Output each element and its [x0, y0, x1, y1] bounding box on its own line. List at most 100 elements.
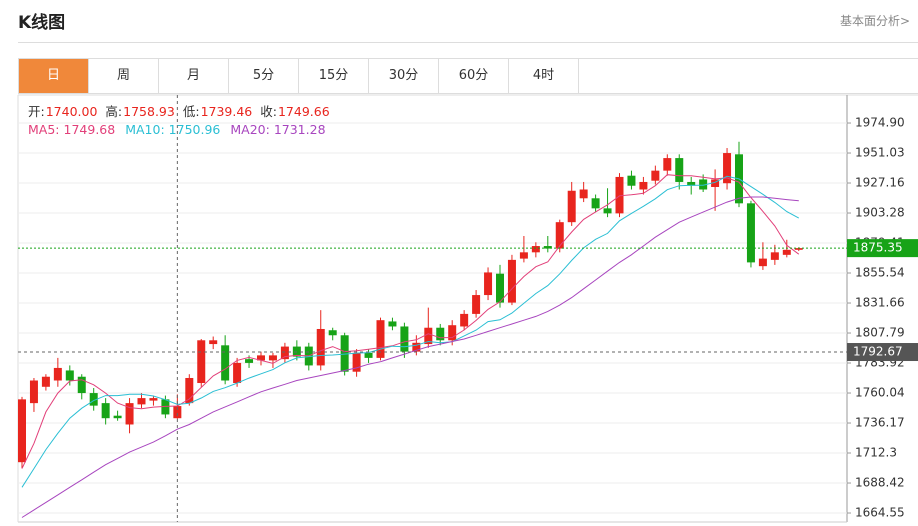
y-tick-label: 1951.03 [855, 146, 905, 160]
candle-body [65, 370, 74, 381]
candle-body [340, 335, 349, 372]
y-tick-label: 1712.3 [855, 446, 897, 460]
candle-body [113, 415, 122, 419]
candle-body [209, 340, 218, 345]
title: K线图 [18, 13, 66, 33]
candle-body [125, 403, 134, 425]
y-tick-label: 1831.66 [855, 296, 905, 310]
candle-body [137, 398, 146, 405]
crosshair-box [847, 343, 918, 362]
candle-body [448, 325, 457, 341]
candle-body [472, 295, 481, 314]
period-tab[interactable]: 60分 [439, 59, 509, 93]
candle-body [782, 249, 791, 255]
candle-body [29, 380, 38, 404]
candle-body [364, 352, 373, 358]
y-tick-label: 1903.28 [855, 206, 905, 220]
period-tabs: 日周月 5分 15分 30分 60分 4时 [18, 58, 918, 94]
candle-body [675, 158, 684, 182]
y-tick-label: 1664.55 [855, 506, 905, 520]
candle-body [543, 246, 552, 249]
readout-value: 1749.66 [277, 104, 330, 119]
candle-body [794, 248, 803, 250]
candle-body [328, 330, 337, 336]
candle-body [280, 346, 289, 360]
candle-body [603, 208, 612, 214]
y-tick-label: 1927.16 [855, 176, 905, 190]
candle-body [531, 246, 540, 253]
readout-value: 1740.00 [45, 104, 98, 119]
period-tab[interactable]: 日 [19, 59, 89, 93]
divider [18, 42, 918, 43]
candle-body [245, 359, 254, 363]
candle-body [233, 362, 242, 384]
period-tab[interactable]: 5分 [229, 59, 299, 93]
candle-body [149, 398, 158, 401]
period-tab[interactable]: 周 [89, 59, 159, 93]
candle-body [424, 327, 433, 345]
last-price-label: 1875.35 [853, 241, 903, 255]
candle-body [591, 198, 600, 209]
candle-body [53, 367, 62, 381]
candle-body [699, 179, 708, 190]
candle-body [651, 170, 660, 181]
candle-body [197, 340, 206, 384]
candle-body [519, 252, 528, 259]
candle-body [555, 222, 564, 249]
candle-body [41, 376, 50, 387]
y-tick-label: 1736.17 [855, 416, 905, 430]
y-tick-label: 1855.54 [855, 266, 905, 280]
candle-body [615, 176, 624, 214]
ma-value: 1750.96 [168, 122, 221, 137]
period-tab[interactable]: 30分 [369, 59, 439, 93]
ma-label: MA10: [125, 122, 165, 137]
candle-body [627, 175, 636, 186]
candle-body [412, 342, 421, 352]
candle-body [711, 179, 720, 187]
candle-body [388, 321, 397, 327]
readout-label: 收: [260, 104, 277, 119]
candle-body [723, 153, 732, 184]
ma-line [21, 196, 799, 518]
fundamental-link[interactable]: 基本面分析> [839, 14, 910, 28]
candle-body [352, 352, 361, 372]
period-tab[interactable]: 4时 [509, 59, 579, 93]
last-price-box [847, 239, 918, 258]
candle-body [77, 376, 86, 394]
period-tab[interactable]: 月 [159, 59, 229, 93]
candle-body [746, 203, 755, 263]
readout-value: 1739.46 [200, 104, 253, 119]
candle-body [496, 273, 504, 303]
ma-line [21, 175, 800, 488]
candle-body [758, 258, 767, 267]
candle-body [101, 403, 110, 419]
candle-body [639, 181, 648, 190]
candle-body [18, 399, 26, 463]
candle-body [268, 355, 277, 361]
candle-body [400, 326, 409, 352]
readout: 开:1740.00 高:1758.93 低:1739.46 收:1749.66 MA5:… [28, 103, 338, 139]
candle-body [460, 313, 469, 327]
period-tab[interactable]: 15分 [299, 59, 369, 93]
y-tick-label: 1974.90 [855, 116, 905, 130]
crosshair-label: 1792.67 [853, 345, 903, 359]
readout-label: 低: [182, 104, 200, 119]
candle-body [436, 327, 445, 341]
ma-value: 1749.68 [63, 122, 116, 137]
ma-line [21, 174, 800, 469]
candle-body [484, 272, 493, 296]
y-tick-label: 1807.79 [855, 326, 905, 340]
candle-body [507, 259, 516, 303]
readout-label: 开: [28, 104, 45, 119]
readout-value: 1758.93 [123, 104, 175, 119]
candle-body [173, 406, 182, 419]
candle-body [663, 158, 672, 171]
ma-value: 1731.28 [273, 122, 326, 137]
y-tick-label: 1760.04 [855, 386, 905, 400]
candle-body [185, 377, 194, 404]
readout-label: 高: [105, 104, 123, 119]
candle-body [89, 393, 98, 406]
candle-body [316, 328, 325, 366]
